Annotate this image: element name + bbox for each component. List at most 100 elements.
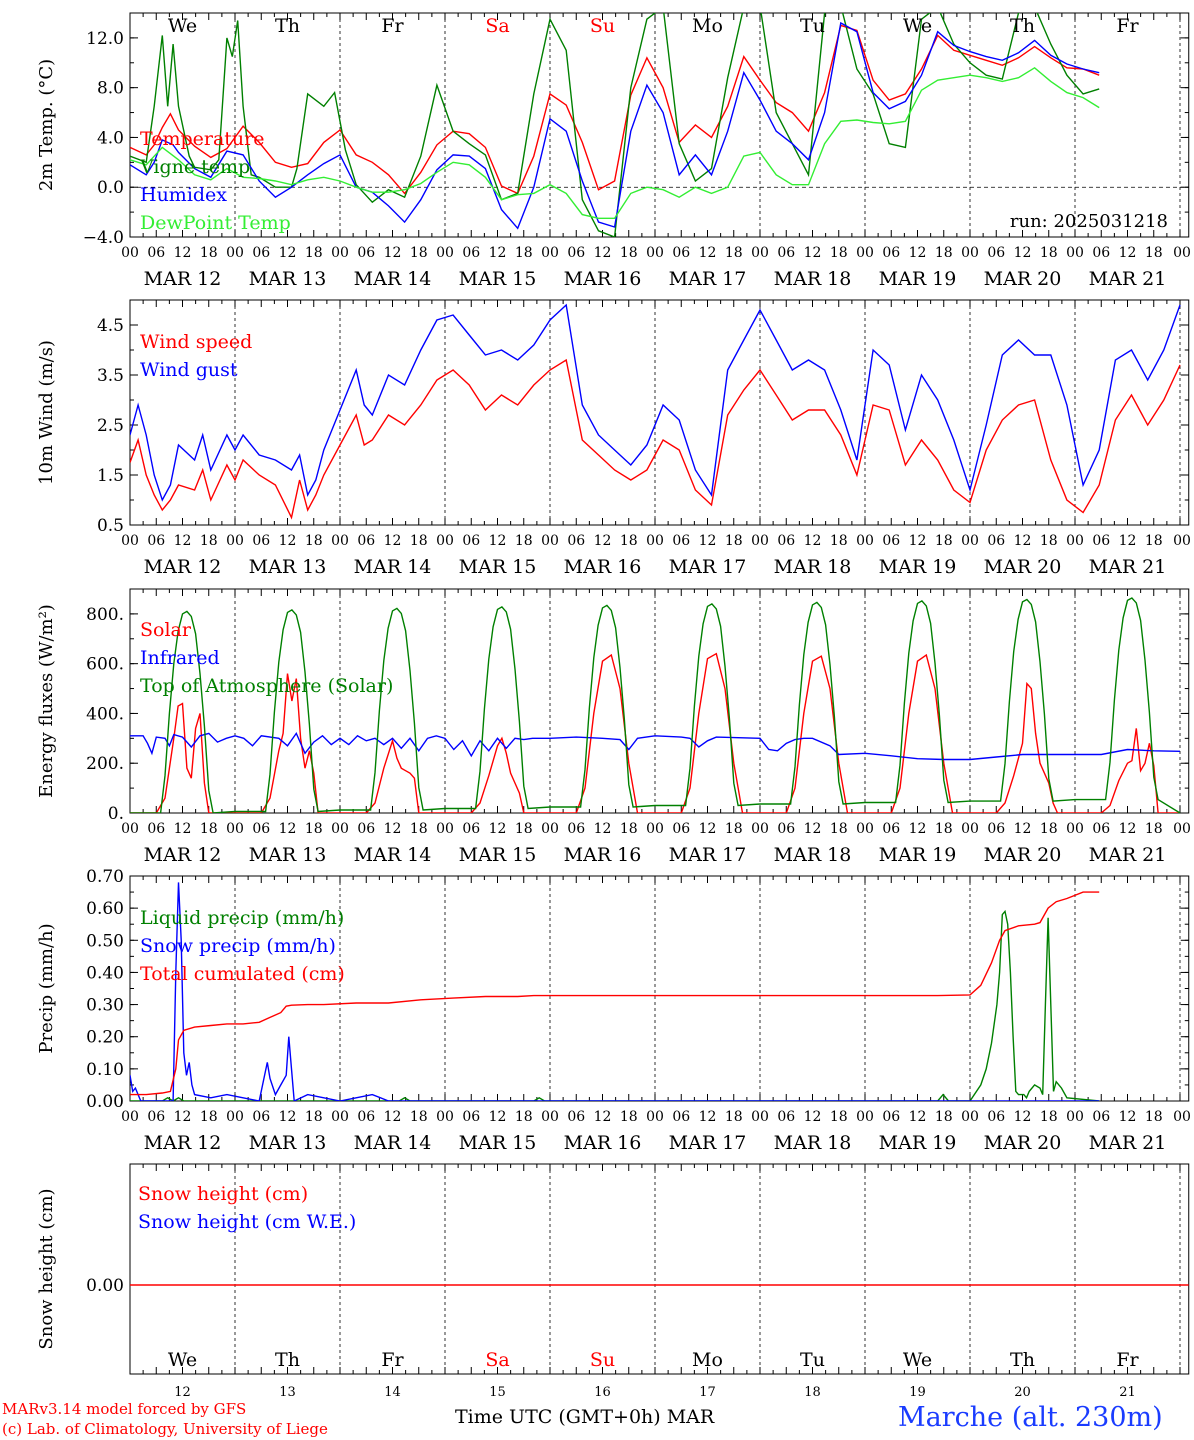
- hour-tick-label: 18: [515, 245, 533, 261]
- hour-tick-label: 00: [541, 821, 559, 837]
- y-tick-label: 0.00: [86, 1092, 124, 1112]
- panel-5: [129, 1163, 1190, 1375]
- hour-tick-label: 06: [252, 1109, 270, 1125]
- date-label: MAR 13: [249, 844, 327, 866]
- panel-2: [129, 299, 1190, 526]
- hour-tick-label: 06: [1092, 533, 1110, 549]
- series-line-humidex: [130, 21, 1100, 230]
- hour-tick-label: 00: [1173, 533, 1191, 549]
- hour-tick-label: 12: [1119, 821, 1137, 837]
- legend-entry: Wind speed: [140, 331, 252, 353]
- series-line-dewpoint-temp: [130, 66, 1100, 219]
- hour-tick-label: 12: [1119, 533, 1137, 549]
- date-label: MAR 12: [144, 268, 222, 290]
- legend-entry: Snow height (cm W.E.): [138, 1211, 356, 1233]
- hour-tick-label: 00: [121, 533, 139, 549]
- hour-tick-label: 06: [462, 245, 480, 261]
- y-tick-label: 0.20: [86, 1028, 124, 1048]
- hour-tick-label: 12: [279, 533, 297, 549]
- hour-tick-label: 18: [1040, 821, 1058, 837]
- hour-tick-label: 18: [515, 821, 533, 837]
- legend-entry: Snow height (cm): [138, 1183, 308, 1205]
- weekday-label: Fr: [381, 15, 404, 37]
- day-number-label: 13: [279, 1385, 296, 1400]
- hour-tick-label: 00: [1173, 245, 1191, 261]
- hour-tick-label: 00: [751, 245, 769, 261]
- y-tick-label: 0.50: [86, 931, 124, 951]
- hour-tick-label: 18: [200, 245, 218, 261]
- series-line-liquid-precip-mm-h: [130, 909, 1100, 1101]
- date-label: MAR 18: [774, 844, 852, 866]
- date-label: MAR 16: [564, 268, 642, 290]
- plot-frame: [129, 299, 1190, 526]
- plot-frame: [129, 588, 1190, 814]
- hour-tick-label: 12: [909, 1109, 927, 1125]
- date-label: MAR 21: [1089, 556, 1167, 578]
- legend-entry: Wind gust: [140, 359, 238, 381]
- hour-tick-label: 00: [121, 821, 139, 837]
- panel-4: [129, 875, 1190, 1102]
- hour-tick-label: 18: [515, 1109, 533, 1125]
- y-axis-label: 2m Temp. (°C): [36, 59, 57, 191]
- date-label: MAR 14: [354, 844, 432, 866]
- date-label: MAR 18: [774, 556, 852, 578]
- date-label: MAR 16: [564, 556, 642, 578]
- hour-tick-label: 18: [1145, 245, 1163, 261]
- hour-tick-label: 00: [646, 533, 664, 549]
- y-tick-label: 8.0: [97, 79, 124, 99]
- series-line-vigne-temp: [130, 13, 1100, 237]
- hour-tick-label: 00: [1173, 1109, 1191, 1125]
- series-line-wind-gust: [130, 303, 1181, 502]
- hour-tick-label: 18: [830, 245, 848, 261]
- y-axis-label: Snow height (cm): [36, 1188, 57, 1349]
- y-tick-label: 0.40: [86, 963, 124, 983]
- date-label: MAR 14: [354, 556, 432, 578]
- date-label: MAR 17: [669, 1132, 747, 1154]
- hour-tick-label: 00: [751, 533, 769, 549]
- hour-tick-label: 00: [961, 533, 979, 549]
- hour-tick-label: 12: [909, 533, 927, 549]
- hour-tick-label: 06: [777, 245, 795, 261]
- hour-tick-label: 00: [436, 245, 454, 261]
- hour-tick-label: 18: [410, 533, 428, 549]
- hour-tick-label: 06: [357, 245, 375, 261]
- hour-tick-label: 18: [305, 245, 323, 261]
- plot-frame: [129, 1163, 1190, 1375]
- plot-frame: [129, 12, 1190, 238]
- hour-tick-label: 18: [620, 533, 638, 549]
- date-label: MAR 17: [669, 268, 747, 290]
- hour-tick-label: 06: [147, 821, 165, 837]
- hour-tick-label: 00: [121, 1109, 139, 1125]
- series-line-infrared: [130, 731, 1181, 761]
- x-axis-title: Time UTC (GMT+0h) MAR: [455, 1406, 715, 1428]
- y-tick-label: 4.0: [97, 128, 124, 148]
- hour-tick-label: 12: [699, 245, 717, 261]
- day-number-label: 21: [1119, 1385, 1136, 1400]
- hour-tick-label: 06: [777, 821, 795, 837]
- hour-tick-label: 18: [410, 1109, 428, 1125]
- hour-tick-label: 06: [987, 245, 1005, 261]
- date-label: MAR 17: [669, 844, 747, 866]
- date-label: MAR 19: [879, 1132, 957, 1154]
- weekday-label: Tu: [800, 15, 825, 37]
- day-number-label: 19: [909, 1385, 926, 1400]
- hour-tick-label: 12: [384, 245, 402, 261]
- hour-tick-label: 18: [725, 533, 743, 549]
- hour-tick-label: 12: [489, 533, 507, 549]
- hour-tick-label: 06: [672, 821, 690, 837]
- date-label: MAR 13: [249, 268, 327, 290]
- y-tick-label: 800.: [86, 605, 124, 625]
- hour-tick-label: 12: [489, 1109, 507, 1125]
- hour-tick-label: 12: [174, 1109, 192, 1125]
- hour-tick-label: 06: [252, 245, 270, 261]
- hour-tick-label: 12: [594, 821, 612, 837]
- hour-tick-label: 00: [961, 821, 979, 837]
- run-annotation: run: 2025031218: [1010, 211, 1168, 232]
- date-label: MAR 16: [564, 1132, 642, 1154]
- date-label: MAR 20: [984, 556, 1062, 578]
- hour-tick-label: 06: [882, 245, 900, 261]
- y-tick-label: 400.: [86, 704, 124, 724]
- hour-tick-label: 18: [305, 821, 323, 837]
- hour-tick-label: 00: [1066, 821, 1084, 837]
- hour-tick-label: 06: [567, 821, 585, 837]
